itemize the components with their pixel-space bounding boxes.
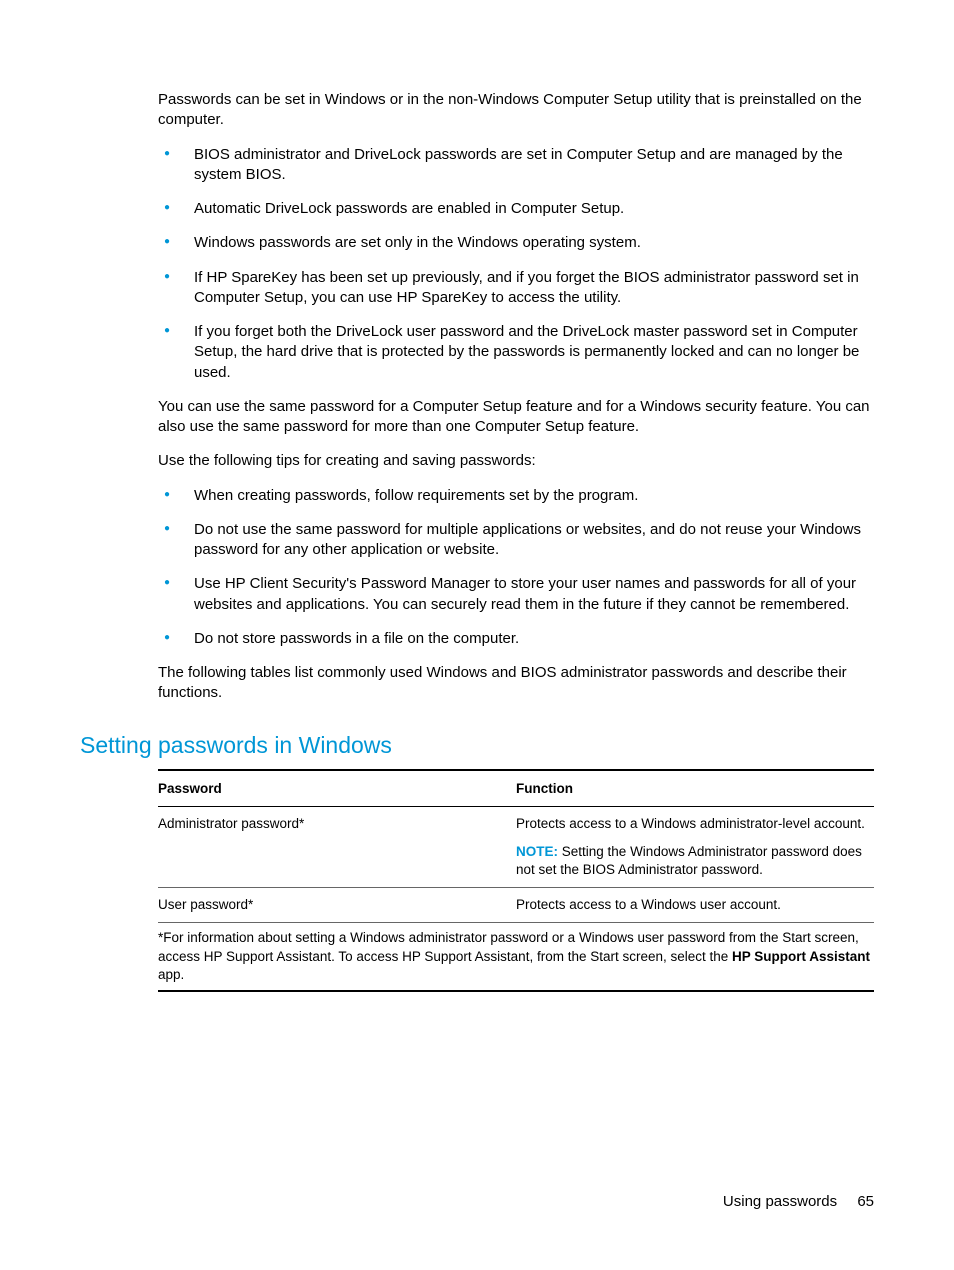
- page-number: 65: [857, 1193, 874, 1210]
- list-item: Do not use the same password for multipl…: [158, 520, 874, 561]
- note-body: Setting the Windows Administrator passwo…: [516, 844, 862, 877]
- intro-paragraph: Passwords can be set in Windows or in th…: [158, 90, 874, 131]
- paragraph-4: The following tables list commonly used …: [158, 663, 874, 704]
- bullet-list-1: BIOS administrator and DriveLock passwor…: [158, 145, 874, 383]
- table-header-password: Password: [158, 770, 516, 807]
- list-item: If you forget both the DriveLock user pa…: [158, 322, 874, 383]
- cell-password: User password*: [158, 888, 516, 923]
- list-item: Do not store passwords in a file on the …: [158, 629, 874, 649]
- cell-password: Administrator password*: [158, 806, 516, 888]
- paragraph-3: Use the following tips for creating and …: [158, 451, 874, 471]
- footnote-post: app.: [158, 967, 184, 982]
- cell-function: Protects access to a Windows administrat…: [516, 806, 874, 888]
- password-table: Password Function Administrator password…: [158, 769, 874, 924]
- footer-section: Using passwords: [723, 1193, 837, 1210]
- function-text: Protects access to a Windows administrat…: [516, 816, 865, 831]
- section-heading: Setting passwords in Windows: [80, 732, 874, 759]
- table-row: Administrator password* Protects access …: [158, 806, 874, 888]
- table-row: User password* Protects access to a Wind…: [158, 888, 874, 923]
- footnote-bold: HP Support Assistant: [732, 949, 870, 964]
- bullet-list-2: When creating passwords, follow requirem…: [158, 486, 874, 650]
- list-item: Automatic DriveLock passwords are enable…: [158, 199, 874, 219]
- note-label: NOTE:: [516, 844, 558, 859]
- list-item: If HP SpareKey has been set up previousl…: [158, 268, 874, 309]
- list-item: When creating passwords, follow requirem…: [158, 486, 874, 506]
- cell-function: Protects access to a Windows user accoun…: [516, 888, 874, 923]
- list-item: Windows passwords are set only in the Wi…: [158, 233, 874, 253]
- table-footnote: *For information about setting a Windows…: [158, 929, 874, 992]
- paragraph-2: You can use the same password for a Comp…: [158, 397, 874, 438]
- list-item: Use HP Client Security's Password Manage…: [158, 574, 874, 615]
- page-footer: Using passwords 65: [723, 1193, 874, 1210]
- table-header-function: Function: [516, 770, 874, 807]
- list-item: BIOS administrator and DriveLock passwor…: [158, 145, 874, 186]
